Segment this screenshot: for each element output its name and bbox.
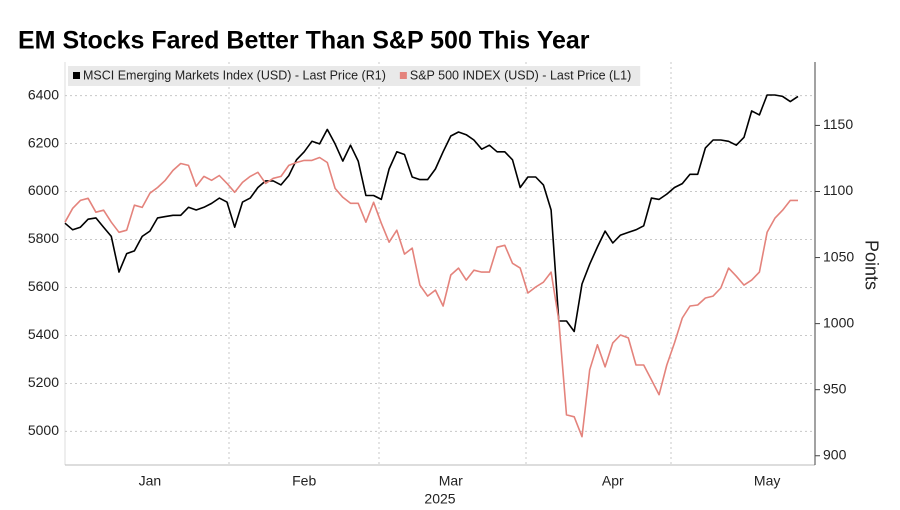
legend-swatch xyxy=(399,72,407,79)
y2-tick-label: 1100 xyxy=(823,182,853,198)
y2-tick-label: 950 xyxy=(823,380,847,396)
y2-tick-label: 900 xyxy=(823,446,847,462)
y2-tick-label: 1000 xyxy=(823,314,854,330)
plot-frame xyxy=(64,62,816,466)
series-line xyxy=(64,94,799,333)
x-tick-label: Jan xyxy=(139,473,162,489)
y-tick-label: 5000 xyxy=(28,422,59,438)
x-axis-label: 2025 xyxy=(424,491,455,507)
y2-tick-label: 1050 xyxy=(823,248,854,264)
y2-axis-label: Points xyxy=(861,240,881,290)
y-tick-label: 6400 xyxy=(28,86,59,102)
chart-title: EM Stocks Fared Better Than S&P 500 This… xyxy=(18,27,590,55)
legend-background xyxy=(68,66,641,86)
y-tick-label: 5200 xyxy=(28,374,59,390)
y2-tick-label: 1150 xyxy=(823,116,853,132)
legend: MSCI Emerging Markets Index (USD) - Last… xyxy=(68,66,641,86)
y-tick-label: 6200 xyxy=(28,134,59,150)
x-tick-label: Feb xyxy=(292,473,316,489)
x-tick-label: Apr xyxy=(602,473,624,489)
legend-label: S&P 500 INDEX (USD) - Last Price (L1) xyxy=(410,68,631,82)
x-tick-label: Mar xyxy=(439,473,463,489)
y-tick-label: 5600 xyxy=(28,278,59,294)
y-tick-label: 5400 xyxy=(28,326,59,342)
y-tick-label: 5800 xyxy=(28,230,59,246)
legend-label: MSCI Emerging Markets Index (USD) - Last… xyxy=(83,68,386,82)
y-tick-label: 6000 xyxy=(28,182,59,198)
series-line xyxy=(64,156,798,438)
x-tick-label: May xyxy=(754,473,780,489)
legend-swatch xyxy=(73,72,80,79)
